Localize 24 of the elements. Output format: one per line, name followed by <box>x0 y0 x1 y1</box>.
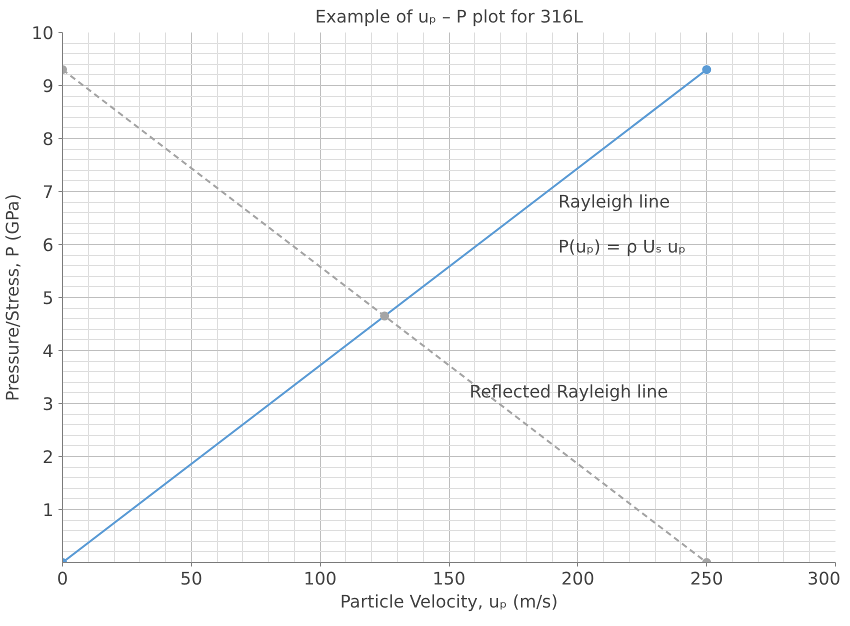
y-tick-label: 7 <box>42 183 54 203</box>
point <box>380 312 390 321</box>
annotation: Rayleigh line <box>558 192 670 212</box>
y-tick-label: 3 <box>42 395 54 415</box>
y-tick-label: 2 <box>42 448 54 468</box>
y-tick-label: 8 <box>42 130 54 150</box>
y-tick-label: 5 <box>42 289 54 309</box>
y-tick-label: 9 <box>42 77 54 97</box>
annotation: Reflected Rayleigh line <box>470 382 668 402</box>
chart-title: Example of uₚ – P plot for 316L <box>315 8 584 28</box>
y-tick-label: 1 <box>42 501 54 521</box>
x-tick-label: 200 <box>561 570 594 590</box>
x-tick-label: 50 <box>180 570 202 590</box>
x-axis-title: Particle Velocity, uₚ (m/s) <box>340 592 558 612</box>
y-tick-label: 10 <box>31 24 54 44</box>
annotation: P(uₚ) = ρ Uₛ uₚ <box>558 238 686 258</box>
x-tick-label: 0 <box>56 570 68 590</box>
x-tick-label: 300 <box>807 570 841 590</box>
y-axis-title: Pressure/Stress, P (GPa) <box>3 194 24 402</box>
y-tick-label: 6 <box>42 236 54 256</box>
x-tick-label: 150 <box>432 570 466 590</box>
x-tick-label: 250 <box>690 570 724 590</box>
y-tick-label: 4 <box>42 342 54 362</box>
x-tick-label: 100 <box>304 570 337 590</box>
